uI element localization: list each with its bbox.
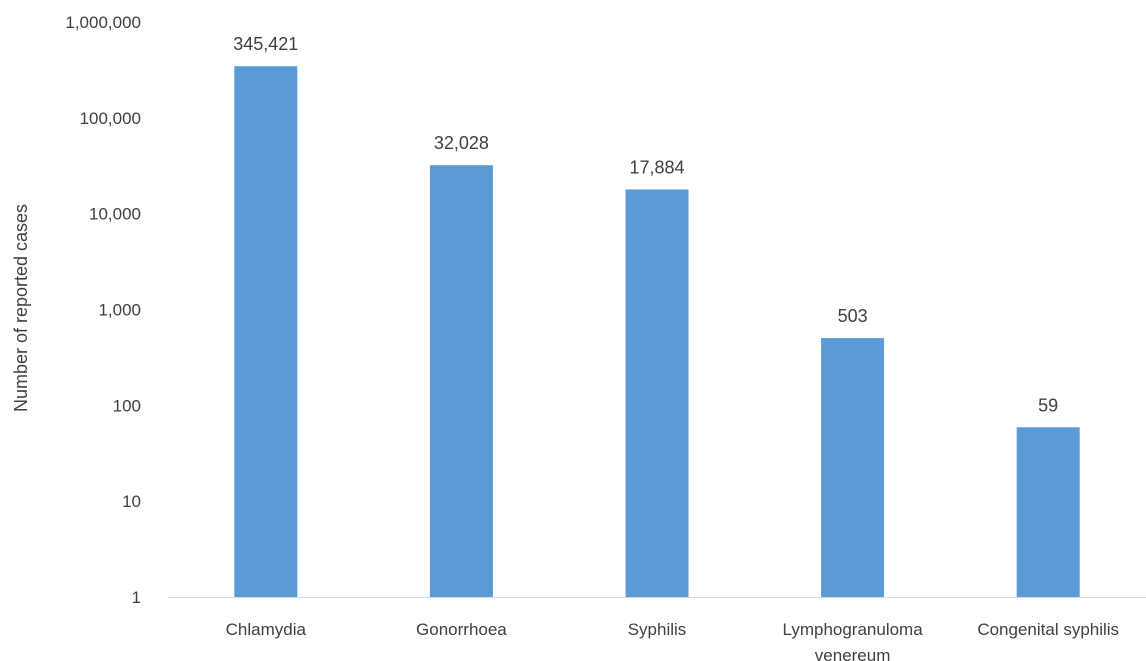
x-category-label: Gonorrhoea [416, 620, 507, 639]
y-tick-label: 100 [113, 396, 141, 415]
y-tick-label: 10,000 [89, 205, 141, 224]
x-category-label-line: Lymphogranuloma [783, 620, 924, 639]
data-label: 503 [838, 306, 868, 326]
y-tick-label: 100,000 [80, 109, 141, 128]
data-label: 32,028 [434, 133, 489, 153]
bar [821, 338, 885, 597]
x-category-label-line: Gonorrhoea [416, 620, 507, 639]
y-tick-label: 10 [122, 492, 141, 511]
bar [234, 66, 298, 597]
y-axis-title: Number of reported cases [11, 204, 31, 412]
bar [1016, 427, 1080, 597]
bar [625, 189, 689, 597]
x-category-label-line: Syphilis [628, 620, 687, 639]
x-category-label-line: venereum [815, 646, 891, 661]
y-tick-label: 1 [132, 588, 141, 607]
y-tick-label: 1,000 [98, 301, 141, 320]
x-category-label: Lymphogranuloma venereum [783, 620, 924, 661]
data-label: 17,884 [629, 157, 684, 177]
x-category-label: Syphilis [628, 620, 687, 639]
data-labels: 345,421 32,028 17,884 503 59 [233, 34, 1058, 415]
bars [234, 66, 1080, 597]
data-label: 59 [1038, 395, 1058, 415]
bar [429, 165, 493, 597]
x-category-label: Chlamydia [226, 620, 307, 639]
x-category-label-line: Chlamydia [226, 620, 307, 639]
y-tick-label: 1,000,000 [65, 13, 141, 32]
x-category-label: Congenital syphilis [977, 620, 1119, 639]
x-axis-category-labels: Chlamydia Gonorrhoea Syphilis Lymphogranulo… [226, 620, 1119, 661]
x-category-label-line: Congenital syphilis [977, 620, 1119, 639]
y-axis-tick-labels: 1 10 100 1,000 10,000 100,000 1,000,000 [65, 13, 141, 607]
data-label: 345,421 [233, 34, 298, 54]
